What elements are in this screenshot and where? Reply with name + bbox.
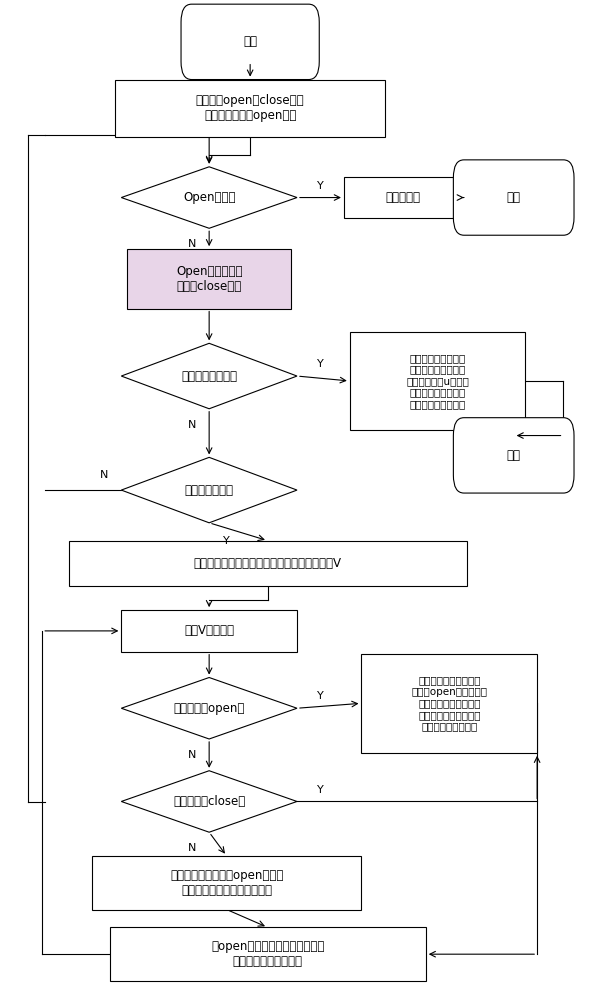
Bar (127, 249, 291, 309)
Text: 比较可扩展节点的估价
函数和open中该节点的
估价函数大小，若前者
小则更新其父节点和估
价函数，否则不操作: 比较可扩展节点的估价 函数和open中该节点的 估价函数大小，若前者 小则更新其… (411, 675, 487, 731)
Polygon shape (121, 167, 297, 228)
Text: Open表头中头节
点放入close表中: Open表头中头节 点放入close表中 (176, 265, 242, 293)
Bar (344, 177, 461, 218)
Text: 对open表中所有节点按照其估价
函数値的大小递增排序: 对open表中所有节点按照其估价 函数値的大小递增排序 (211, 940, 324, 968)
Text: 没找到路径: 没找到路径 (385, 191, 420, 204)
Text: N: N (187, 239, 196, 249)
Text: 生成空的open、close表，
将起始节点放入open表中: 生成空的open、close表， 将起始节点放入open表中 (196, 94, 305, 122)
Text: 结束: 结束 (507, 449, 521, 462)
FancyBboxPatch shape (453, 418, 574, 493)
Polygon shape (121, 457, 297, 523)
FancyBboxPatch shape (181, 4, 319, 80)
Text: 可扩展点在close中: 可扩展点在close中 (173, 795, 245, 808)
Bar (68, 541, 467, 586)
Text: N: N (187, 843, 196, 853)
Text: 遍历V中的节点: 遍历V中的节点 (184, 624, 234, 637)
Text: 可扩展点在open中: 可扩展点在open中 (173, 702, 245, 715)
Bar (92, 856, 361, 910)
Text: Y: Y (317, 181, 324, 191)
Text: Y: Y (223, 536, 230, 546)
Text: 结束: 结束 (507, 191, 521, 204)
Text: N: N (100, 470, 108, 480)
Text: 扩展头节点，将可扩展节点构成节点构成集合V: 扩展头节点，将可扩展节点构成节点构成集合V (194, 557, 342, 570)
Text: Y: Y (317, 359, 324, 369)
Text: N: N (187, 750, 196, 760)
Bar (121, 610, 297, 652)
Polygon shape (121, 678, 297, 739)
Text: N: N (187, 420, 196, 430)
Text: 开始: 开始 (243, 35, 257, 48)
Polygon shape (121, 771, 297, 832)
Text: 头节点能否扩展: 头节点能否扩展 (185, 484, 233, 497)
Bar (115, 80, 385, 137)
Text: 将该可扩展节点加入open表中，
计算该可扩展节点的估价函数: 将该可扩展节点加入open表中， 计算该可扩展节点的估价函数 (170, 869, 283, 897)
Text: Y: Y (317, 785, 324, 795)
FancyBboxPatch shape (453, 160, 574, 235)
Text: Y: Y (317, 691, 324, 701)
Text: Open表为空: Open表为空 (183, 191, 235, 204)
Text: 判断其是否存在父指
针，若存在父指针，
则通过头节点u的父指
针，一直遍历到起始
节点，找到最优路径: 判断其是否存在父指 针，若存在父指针， 则通过头节点u的父指 针，一直遍历到起始… (406, 353, 469, 409)
Polygon shape (121, 343, 297, 409)
Bar (361, 654, 537, 753)
Bar (350, 332, 526, 430)
Text: 头节点为目标节点: 头节点为目标节点 (181, 370, 237, 383)
Bar (109, 927, 426, 981)
